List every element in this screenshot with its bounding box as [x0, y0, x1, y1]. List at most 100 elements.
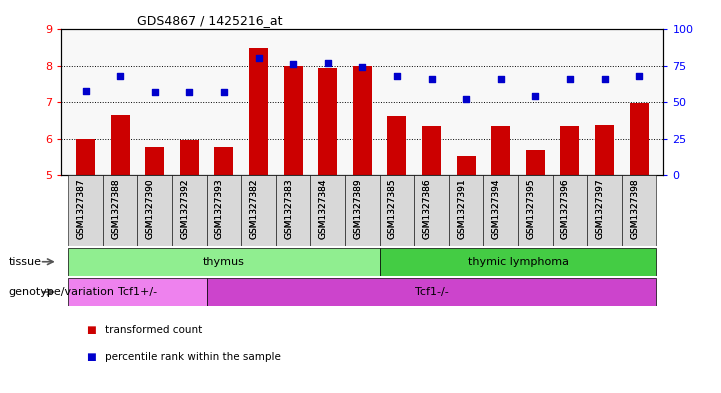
Text: GSM1327391: GSM1327391: [457, 178, 466, 239]
Point: [529, 92, 541, 99]
Bar: [283, 66, 303, 175]
Text: GSM1327386: GSM1327386: [423, 178, 431, 239]
Text: ■: ■: [87, 352, 97, 362]
Bar: [110, 115, 130, 175]
Point: [495, 76, 506, 83]
Point: [425, 76, 437, 83]
Bar: [214, 147, 234, 175]
Bar: [138, 175, 172, 246]
Text: GSM1327388: GSM1327388: [111, 178, 120, 239]
Bar: [387, 116, 407, 175]
Point: [253, 55, 265, 61]
Bar: [345, 175, 379, 246]
Text: GSM1327387: GSM1327387: [76, 178, 86, 239]
Text: GSM1327396: GSM1327396: [561, 178, 570, 239]
Text: GSM1327392: GSM1327392: [180, 178, 190, 239]
Bar: [414, 175, 448, 246]
Text: genotype/variation: genotype/variation: [9, 287, 115, 297]
Text: GSM1327390: GSM1327390: [146, 178, 155, 239]
Point: [115, 73, 126, 79]
Text: GSM1327385: GSM1327385: [388, 178, 397, 239]
Bar: [68, 175, 103, 246]
Text: GSM1327390: GSM1327390: [146, 178, 155, 239]
Point: [184, 89, 195, 95]
Text: GSM1327393: GSM1327393: [215, 178, 224, 239]
Text: GSM1327397: GSM1327397: [596, 178, 604, 239]
Text: GSM1327397: GSM1327397: [596, 178, 604, 239]
Text: GSM1327398: GSM1327398: [630, 178, 639, 239]
Text: tissue: tissue: [9, 257, 42, 267]
Bar: [491, 126, 510, 175]
Bar: [207, 175, 242, 246]
Bar: [595, 125, 614, 175]
Bar: [629, 103, 649, 175]
Text: thymic lymphoma: thymic lymphoma: [467, 257, 568, 267]
Text: GSM1327387: GSM1327387: [76, 178, 86, 239]
Point: [149, 89, 161, 95]
Text: Tcf1+/-: Tcf1+/-: [118, 287, 157, 297]
Text: ■: ■: [87, 325, 97, 335]
Bar: [68, 248, 379, 276]
Text: transformed count: transformed count: [105, 325, 202, 335]
Bar: [180, 140, 199, 175]
Text: GSM1327394: GSM1327394: [492, 178, 500, 239]
Point: [357, 64, 368, 70]
Text: GSM1327396: GSM1327396: [561, 178, 570, 239]
Bar: [587, 175, 622, 246]
Text: GSM1327382: GSM1327382: [249, 178, 259, 239]
Text: GSM1327383: GSM1327383: [284, 178, 293, 239]
Text: thymus: thymus: [203, 257, 245, 267]
Text: GSM1327383: GSM1327383: [284, 178, 293, 239]
Bar: [483, 175, 518, 246]
Point: [218, 89, 230, 95]
Bar: [560, 126, 580, 175]
Bar: [172, 175, 207, 246]
Bar: [318, 68, 337, 175]
Text: GSM1327389: GSM1327389: [353, 178, 363, 239]
Bar: [456, 156, 476, 175]
Point: [288, 61, 299, 67]
Bar: [518, 175, 552, 246]
Bar: [249, 48, 268, 175]
Text: GSM1327391: GSM1327391: [457, 178, 466, 239]
Point: [460, 96, 472, 103]
Point: [633, 73, 645, 79]
Text: GDS4867 / 1425216_at: GDS4867 / 1425216_at: [137, 14, 283, 27]
Bar: [526, 150, 545, 175]
Text: GSM1327395: GSM1327395: [526, 178, 535, 239]
Bar: [103, 175, 138, 246]
Bar: [207, 278, 656, 306]
Point: [391, 73, 402, 79]
Text: GSM1327382: GSM1327382: [249, 178, 259, 239]
Text: Tcf1-/-: Tcf1-/-: [415, 287, 448, 297]
Point: [80, 87, 92, 94]
Bar: [622, 175, 656, 246]
Text: GSM1327393: GSM1327393: [215, 178, 224, 239]
Bar: [276, 175, 311, 246]
Point: [322, 60, 334, 66]
Text: GSM1327392: GSM1327392: [180, 178, 190, 239]
Text: GSM1327389: GSM1327389: [353, 178, 363, 239]
Bar: [379, 248, 656, 276]
Bar: [311, 175, 345, 246]
Text: GSM1327385: GSM1327385: [388, 178, 397, 239]
Bar: [448, 175, 483, 246]
Bar: [76, 138, 95, 175]
Bar: [145, 147, 164, 175]
Bar: [379, 175, 414, 246]
Bar: [552, 175, 587, 246]
Bar: [353, 66, 372, 175]
Point: [598, 76, 610, 83]
Text: GSM1327398: GSM1327398: [630, 178, 639, 239]
Bar: [242, 175, 276, 246]
Text: GSM1327394: GSM1327394: [492, 178, 500, 239]
Bar: [68, 278, 207, 306]
Text: GSM1327388: GSM1327388: [111, 178, 120, 239]
Text: GSM1327386: GSM1327386: [423, 178, 431, 239]
Text: GSM1327384: GSM1327384: [319, 178, 328, 239]
Bar: [422, 126, 441, 175]
Text: GSM1327384: GSM1327384: [319, 178, 328, 239]
Point: [564, 76, 575, 83]
Text: GSM1327395: GSM1327395: [526, 178, 535, 239]
Text: percentile rank within the sample: percentile rank within the sample: [105, 352, 280, 362]
